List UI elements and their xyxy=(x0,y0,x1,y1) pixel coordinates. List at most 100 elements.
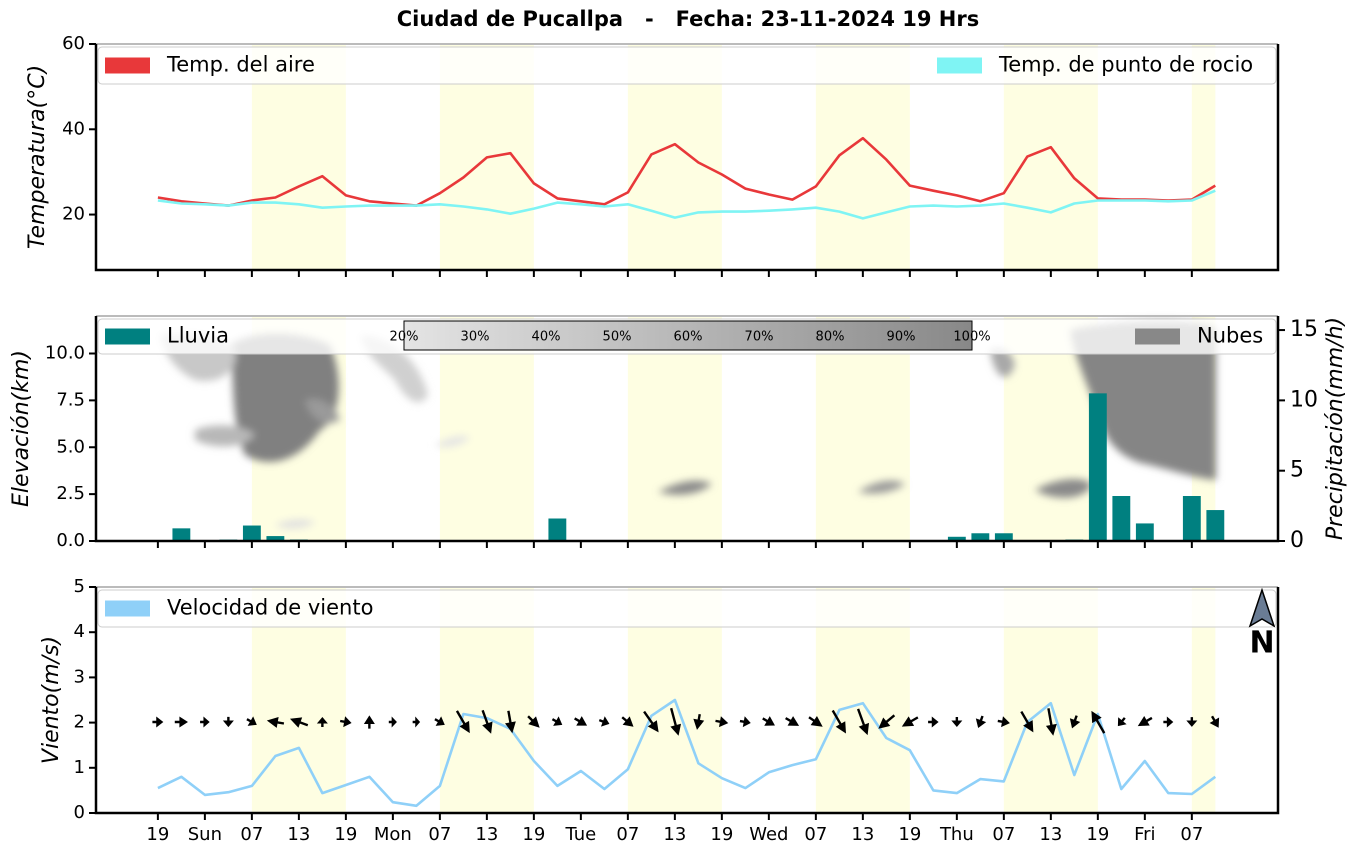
colorbar-label: 50% xyxy=(603,330,632,345)
x-tick-label: 07 xyxy=(804,824,827,845)
y-tick-label: 10.0 xyxy=(45,343,85,364)
wind-arrow xyxy=(762,716,775,726)
series-line xyxy=(157,189,1216,220)
y-tick-label: 60 xyxy=(62,33,85,54)
wind-arrow xyxy=(246,716,257,726)
wind-arrow xyxy=(1020,710,1034,733)
colorbar-label: 80% xyxy=(816,330,845,345)
wind-arrow xyxy=(598,716,610,727)
north-arrow-icon xyxy=(1248,587,1276,628)
wind-arrow xyxy=(222,716,234,728)
wind-arrow xyxy=(951,717,963,727)
y-tick-label: 2.5 xyxy=(56,483,85,504)
y-tick-label: 1 xyxy=(74,757,85,778)
frame xyxy=(94,44,1280,272)
y2-tick-label: 0 xyxy=(1290,528,1304,553)
legend-swatch xyxy=(105,57,150,74)
wind-arrow xyxy=(693,713,705,730)
wind-arrow xyxy=(1137,716,1153,727)
rain-bar xyxy=(971,533,990,541)
wind-arrow xyxy=(412,716,421,728)
panel: 0 1 2 3 4 5 19 Sun 07 13 19 Mon 07 13 19 Tue 07 13 19 Wed 07… xyxy=(39,576,1280,845)
wind-arrow xyxy=(831,709,846,734)
x-tick-label: Wed xyxy=(749,824,788,845)
wind-arrow xyxy=(363,715,375,729)
wind-arrow xyxy=(434,716,445,726)
x-tick-label: 07 xyxy=(616,824,639,845)
wind-arrow xyxy=(1163,716,1174,728)
x-tick-label: 07 xyxy=(992,824,1015,845)
x-tick-label: 13 xyxy=(663,824,686,845)
y2-tick-label: 15 xyxy=(1290,317,1318,342)
x-tick-label: 07 xyxy=(1180,824,1203,845)
cloud xyxy=(858,480,905,494)
y2-axis-label: Precipitación(mm/h) xyxy=(1323,317,1348,540)
wind-arrow xyxy=(481,709,493,734)
legend-swatch xyxy=(105,600,150,617)
x-tick-label: 19 xyxy=(334,824,357,845)
north-label: N xyxy=(1249,626,1274,661)
rain-bar xyxy=(172,528,191,541)
rain-bar xyxy=(1112,496,1131,541)
wind-arrow xyxy=(574,716,588,726)
x-tick-label: Mon xyxy=(374,824,412,845)
cloud xyxy=(990,348,1015,377)
frame xyxy=(94,587,1280,815)
rain-bar xyxy=(994,533,1013,541)
series-line xyxy=(157,698,1217,808)
wind-arrow xyxy=(997,716,1010,728)
x-tick-label: 13 xyxy=(1039,824,1062,845)
x-tick-label: 13 xyxy=(287,824,310,845)
y-tick-label: 20 xyxy=(62,204,85,225)
rain-bar xyxy=(266,536,285,541)
y-tick-label: 40 xyxy=(62,118,85,139)
x-tick-label: 19 xyxy=(146,824,169,845)
y-tick-label: 7.5 xyxy=(56,389,85,410)
y-tick-label: 3 xyxy=(74,666,85,687)
colorbar-label: 70% xyxy=(745,330,774,345)
x-tick-label: 19 xyxy=(898,824,921,845)
legend-label: Nubes xyxy=(1197,324,1263,348)
wind-arrow xyxy=(316,717,328,727)
wind-arrow xyxy=(289,717,309,728)
colorbar-label: 90% xyxy=(887,330,916,345)
y2-tick-label: 10 xyxy=(1290,387,1318,412)
x-tick-label: Tue xyxy=(564,824,596,845)
rain-bar xyxy=(548,518,567,541)
x-tick-label: Sun xyxy=(188,824,222,845)
cloud xyxy=(1070,321,1216,480)
chart-title: Ciudad de Pucallpa - Fecha: 23-11-2024 1… xyxy=(397,7,979,31)
wind-arrow xyxy=(1069,715,1081,729)
cloud xyxy=(230,333,339,462)
wind-arrow xyxy=(739,716,751,728)
y2-tick-label: 5 xyxy=(1290,458,1304,483)
x-tick-label: 19 xyxy=(710,824,733,845)
colorbar-label: 40% xyxy=(532,330,561,345)
y-tick-label: 0 xyxy=(74,802,85,823)
colorbar xyxy=(403,320,973,351)
legend-label: Velocidad de viento xyxy=(167,596,373,620)
rain-bar xyxy=(1135,523,1154,541)
colorbar-label: 60% xyxy=(674,330,703,345)
x-tick-label: 19 xyxy=(522,824,545,845)
daytime-band xyxy=(1191,587,1216,813)
y-axis-label: Viento(m/s) xyxy=(39,636,64,764)
panel: 0.0 2.5 5.0 7.5 10.0 0 5 10 15 Elevación(km) Preci… xyxy=(9,315,1348,553)
rain-bar xyxy=(1182,496,1201,541)
legend-box xyxy=(97,46,1277,85)
cloud xyxy=(1035,478,1092,498)
wind-arrow xyxy=(1091,710,1106,734)
backgrounds xyxy=(251,44,1216,813)
rain-bar xyxy=(1088,393,1107,541)
frame xyxy=(94,316,1280,543)
wind-arrow xyxy=(1186,717,1198,727)
wind-arrow xyxy=(621,716,634,727)
series-line xyxy=(157,136,1216,207)
wind-arrow xyxy=(388,716,397,728)
y-axis-label: Temperatura(°C) xyxy=(25,65,50,249)
x-tick-label: 07 xyxy=(428,824,451,845)
wind-arrow xyxy=(339,716,352,728)
legend-label: Temp. del aire xyxy=(166,53,315,77)
y-tick-label: 5 xyxy=(74,576,85,597)
